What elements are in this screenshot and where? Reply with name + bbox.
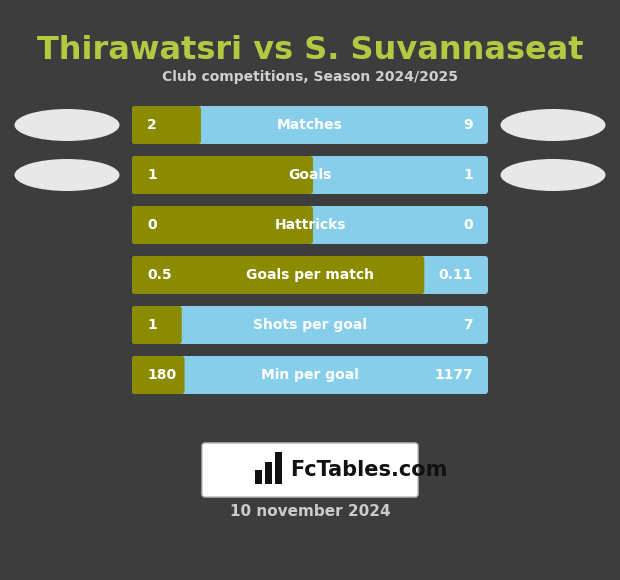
FancyBboxPatch shape bbox=[202, 443, 418, 497]
Text: Thirawatsri vs S. Suvannaseat: Thirawatsri vs S. Suvannaseat bbox=[37, 35, 583, 66]
FancyBboxPatch shape bbox=[132, 206, 488, 244]
Text: Club competitions, Season 2024/2025: Club competitions, Season 2024/2025 bbox=[162, 70, 458, 84]
Text: 0.11: 0.11 bbox=[438, 268, 473, 282]
FancyBboxPatch shape bbox=[132, 256, 488, 294]
Ellipse shape bbox=[14, 109, 120, 141]
Text: 180: 180 bbox=[147, 368, 176, 382]
FancyBboxPatch shape bbox=[132, 156, 488, 194]
FancyBboxPatch shape bbox=[265, 462, 272, 484]
FancyBboxPatch shape bbox=[132, 156, 313, 194]
Text: 2: 2 bbox=[147, 118, 157, 132]
Text: Goals: Goals bbox=[288, 168, 332, 182]
Text: FcTables.com: FcTables.com bbox=[290, 460, 448, 480]
FancyBboxPatch shape bbox=[132, 256, 424, 294]
Text: Matches: Matches bbox=[277, 118, 343, 132]
Ellipse shape bbox=[14, 159, 120, 191]
FancyBboxPatch shape bbox=[132, 206, 313, 244]
Text: 1: 1 bbox=[147, 168, 157, 182]
Text: 1: 1 bbox=[147, 318, 157, 332]
FancyBboxPatch shape bbox=[255, 470, 262, 484]
FancyBboxPatch shape bbox=[132, 356, 185, 394]
Text: 9: 9 bbox=[463, 118, 473, 132]
Text: 10 november 2024: 10 november 2024 bbox=[229, 505, 391, 520]
FancyBboxPatch shape bbox=[132, 306, 182, 344]
FancyBboxPatch shape bbox=[132, 106, 488, 144]
Text: Shots per goal: Shots per goal bbox=[253, 318, 367, 332]
Text: Goals per match: Goals per match bbox=[246, 268, 374, 282]
FancyBboxPatch shape bbox=[132, 356, 488, 394]
Text: 0: 0 bbox=[147, 218, 157, 232]
Text: Hattricks: Hattricks bbox=[274, 218, 346, 232]
Ellipse shape bbox=[500, 109, 606, 141]
Text: 1177: 1177 bbox=[434, 368, 473, 382]
Text: 0.5: 0.5 bbox=[147, 268, 172, 282]
FancyBboxPatch shape bbox=[275, 452, 282, 484]
Text: 0: 0 bbox=[463, 218, 473, 232]
Ellipse shape bbox=[500, 159, 606, 191]
FancyBboxPatch shape bbox=[132, 306, 488, 344]
Text: Min per goal: Min per goal bbox=[261, 368, 359, 382]
Text: 1: 1 bbox=[463, 168, 473, 182]
FancyBboxPatch shape bbox=[132, 106, 201, 144]
Text: 7: 7 bbox=[463, 318, 473, 332]
